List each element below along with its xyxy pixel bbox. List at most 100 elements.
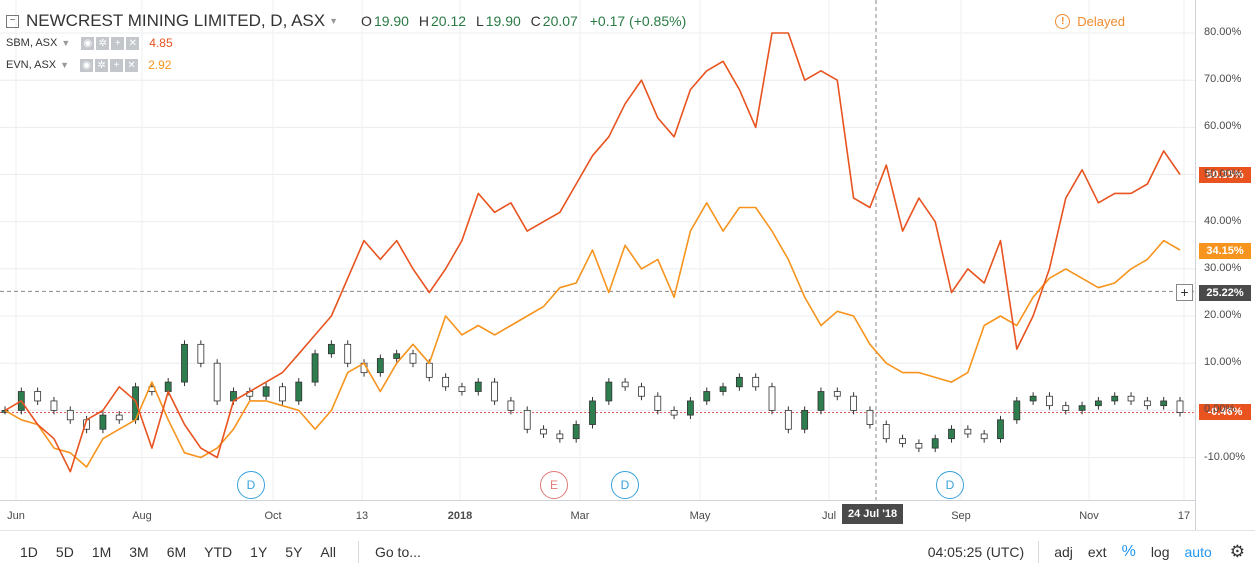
candle-body — [1177, 401, 1183, 413]
compare-value-evn: 2.92 — [148, 58, 171, 72]
candle-body — [116, 415, 122, 420]
toolbar-divider — [1038, 541, 1039, 563]
range-1d-button[interactable]: 1D — [16, 544, 42, 560]
auto-toggle[interactable]: auto — [1185, 544, 1212, 560]
candle-body — [785, 410, 791, 429]
compare-row-sbm: SBM, ASX ▼ ◉ ✲ + ✕ 4.85 — [6, 32, 686, 54]
range-1y-button[interactable]: 1Y — [246, 544, 271, 560]
goto-button[interactable]: Go to... — [375, 544, 421, 560]
crosshair-plus-icon[interactable]: + — [1176, 284, 1193, 301]
settings-gear-icon[interactable]: ⚙ — [1230, 542, 1245, 562]
candle-body — [965, 429, 971, 434]
x-tick-label: Nov — [1079, 510, 1099, 522]
candle-body — [997, 420, 1003, 439]
dividend-marker[interactable]: D — [611, 471, 639, 499]
candle-body — [1079, 406, 1085, 411]
collapse-icon[interactable]: − — [6, 15, 19, 28]
info-icon: ! — [1055, 14, 1070, 29]
range-1m-button[interactable]: 1M — [88, 544, 115, 560]
x-tick-label: May — [690, 510, 711, 522]
candle-body — [541, 429, 547, 434]
chart-pane[interactable]: − NEWCREST MINING LIMITED, D, ASX ▼ O 19.… — [0, 0, 1195, 500]
candle-body — [590, 401, 596, 425]
range-ytd-button[interactable]: YTD — [200, 544, 236, 560]
range-all-button[interactable]: All — [316, 544, 340, 560]
range-5y-button[interactable]: 5Y — [281, 544, 306, 560]
price-axis[interactable]: 50.35% 34.15% 25.22% -0.46% -10.00%0.00%… — [1195, 0, 1255, 530]
candle-body — [345, 344, 351, 363]
y-tick-label: 0.00% — [1204, 403, 1235, 415]
crosshair-date-badge: 24 Jul '18 — [842, 504, 903, 524]
adj-toggle[interactable]: adj — [1054, 544, 1073, 560]
candle-body — [508, 401, 514, 410]
plus-icon[interactable]: + — [111, 37, 124, 50]
candle-body — [606, 382, 612, 401]
eye-icon[interactable]: ◉ — [80, 59, 93, 72]
candle-body — [834, 392, 840, 397]
delayed-indicator[interactable]: ! Delayed — [1055, 14, 1125, 29]
plus-icon[interactable]: + — [110, 59, 123, 72]
eye-icon[interactable]: ◉ — [81, 37, 94, 50]
candle-body — [426, 363, 432, 377]
candle-body — [328, 344, 334, 353]
range-3m-button[interactable]: 3M — [125, 544, 152, 560]
ohlc-close-value: 20.07 — [543, 13, 578, 29]
clock-time[interactable]: 04:05:25 (UTC) — [928, 544, 1024, 560]
x-tick-label: Mar — [571, 510, 590, 522]
candle-body — [557, 434, 563, 439]
compare-symbol-evn[interactable]: EVN, ASX — [6, 59, 56, 71]
toolbar-divider — [358, 541, 359, 563]
candle-body — [1063, 406, 1069, 411]
y-tick-label: 10.00% — [1204, 356, 1241, 368]
candle-body — [573, 425, 579, 439]
candle-body — [769, 387, 775, 411]
compare-symbol-sbm[interactable]: SBM, ASX — [6, 37, 57, 49]
close-icon[interactable]: ✕ — [125, 59, 138, 72]
candle-body — [802, 410, 808, 429]
candle-body — [622, 382, 628, 387]
chevron-down-icon[interactable]: ▼ — [329, 16, 338, 26]
main-symbol-title[interactable]: NEWCREST MINING LIMITED, D, ASX — [26, 11, 325, 31]
percent-toggle[interactable]: % — [1122, 543, 1136, 561]
candle-body — [851, 396, 857, 410]
range-5d-button[interactable]: 5D — [52, 544, 78, 560]
ohlc-low-value: 19.90 — [486, 13, 521, 29]
close-icon[interactable]: ✕ — [126, 37, 139, 50]
ohlc-low-label: L — [476, 13, 484, 29]
candle-body — [279, 387, 285, 401]
bottom-toolbar: 1D 5D 1M 3M 6M YTD 1Y 5Y All Go to... 04… — [0, 530, 1255, 573]
candle-body — [655, 396, 661, 410]
log-toggle[interactable]: log — [1151, 544, 1170, 560]
chevron-down-icon[interactable]: ▼ — [60, 60, 69, 70]
y-tick-label: 50.00% — [1204, 168, 1241, 180]
range-6m-button[interactable]: 6M — [163, 544, 190, 560]
crosshair-price-badge: 25.22% — [1199, 285, 1251, 301]
earnings-marker[interactable]: E — [540, 471, 568, 499]
gear-icon[interactable]: ✲ — [96, 37, 109, 50]
candle-body — [687, 401, 693, 415]
candle-body — [214, 363, 220, 401]
candle-body — [1144, 401, 1150, 406]
candle-body — [671, 410, 677, 415]
candle-body — [443, 377, 449, 386]
gear-icon[interactable]: ✲ — [95, 59, 108, 72]
candle-body — [1128, 396, 1134, 401]
candle-body — [1014, 401, 1020, 420]
dividend-marker[interactable]: D — [936, 471, 964, 499]
candle-body — [1161, 401, 1167, 406]
candle-body — [900, 439, 906, 444]
ext-toggle[interactable]: ext — [1088, 544, 1107, 560]
candle-body — [638, 387, 644, 396]
dividend-marker[interactable]: D — [237, 471, 265, 499]
candle-body — [67, 410, 73, 419]
chevron-down-icon[interactable]: ▼ — [61, 38, 70, 48]
ohlc-high-label: H — [419, 13, 429, 29]
candle-body — [165, 382, 171, 391]
ohlc-open-label: O — [361, 13, 372, 29]
candle-body — [100, 415, 106, 429]
x-tick-label: Oct — [264, 510, 281, 522]
candle-body — [410, 354, 416, 363]
x-tick-label: 13 — [356, 510, 368, 522]
